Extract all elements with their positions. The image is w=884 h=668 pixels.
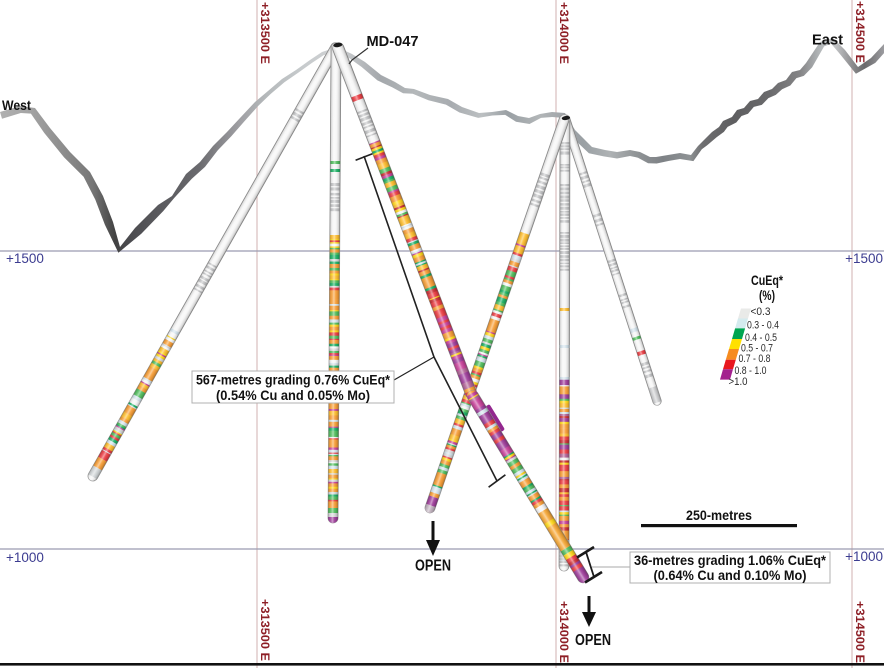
svg-text:250-metres: 250-metres: [686, 508, 752, 523]
svg-text:0.4 - 0.5: 0.4 - 0.5: [745, 332, 777, 344]
svg-text:0.3 - 0.4: 0.3 - 0.4: [747, 319, 779, 331]
svg-text:West: West: [2, 97, 31, 113]
svg-text:567-metres grading 0.76% CuEq*: 567-metres grading 0.76% CuEq*: [196, 372, 390, 388]
svg-text:+313500 E: +313500 E: [258, 599, 272, 661]
svg-text:<0.3: <0.3: [751, 306, 771, 318]
svg-text:36-metres grading 1.06% CuEq*: 36-metres grading 1.06% CuEq*: [634, 552, 826, 568]
svg-text:+1000: +1000: [845, 549, 883, 564]
svg-text:+314000 E: +314000 E: [557, 601, 571, 663]
svg-text:CuEq*: CuEq*: [751, 273, 784, 288]
svg-text:(0.64% Cu and 0.10% Mo): (0.64% Cu and 0.10% Mo): [654, 567, 807, 583]
svg-text:+313500 E: +313500 E: [258, 2, 272, 64]
svg-text:+314500 E: +314500 E: [853, 1, 867, 63]
svg-text:OPEN: OPEN: [575, 632, 611, 649]
svg-text:(%): (%): [759, 288, 775, 303]
svg-text:+1500: +1500: [845, 251, 883, 266]
svg-text:+314500 E: +314500 E: [853, 601, 867, 663]
svg-text:0.7 - 0.8: 0.7 - 0.8: [739, 353, 771, 365]
svg-text:(0.54% Cu and 0.05% Mo): (0.54% Cu and 0.05% Mo): [216, 387, 370, 403]
svg-text:0.5 - 0.7: 0.5 - 0.7: [741, 343, 773, 355]
svg-text:East: East: [812, 33, 843, 49]
svg-text:0.8 - 1.0: 0.8 - 1.0: [735, 365, 767, 377]
svg-text:+314000 E: +314000 E: [557, 2, 571, 64]
svg-text:OPEN: OPEN: [415, 558, 451, 575]
svg-text:+1000: +1000: [6, 550, 44, 565]
svg-text:>1.0: >1.0: [729, 376, 748, 388]
svg-text:+1500: +1500: [6, 251, 44, 266]
svg-text:MD-047: MD-047: [367, 33, 419, 50]
